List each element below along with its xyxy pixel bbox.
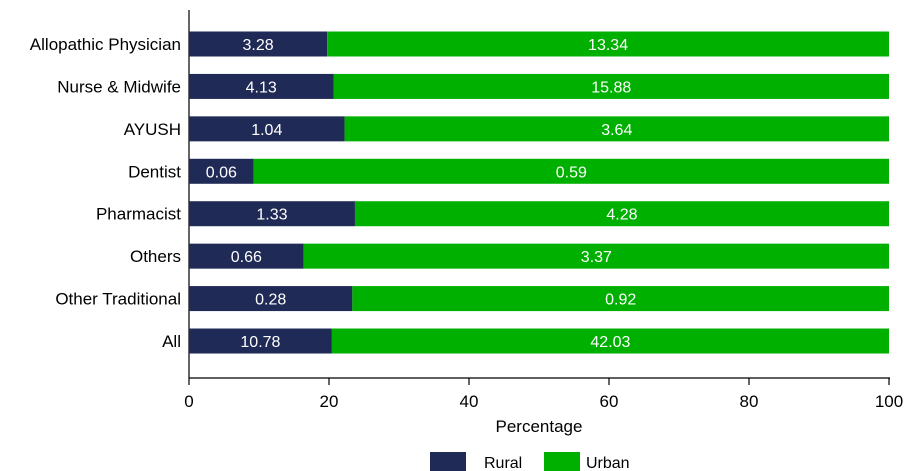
bar-urban bbox=[354, 201, 890, 227]
bar-rural bbox=[189, 31, 328, 57]
x-axis-title: Percentage bbox=[496, 417, 583, 436]
bar-urban bbox=[344, 116, 889, 142]
category-labels: Allopathic Physician Nurse & Midwife AYUSH… bbox=[30, 35, 181, 351]
bar-urban bbox=[253, 158, 890, 184]
bar-urban bbox=[331, 328, 889, 354]
category-label: All bbox=[162, 332, 181, 351]
bar-label-urban: 15.88 bbox=[591, 79, 631, 96]
bar-rural bbox=[189, 201, 355, 227]
x-tick-label: 80 bbox=[740, 392, 759, 411]
x-tick-label: 60 bbox=[600, 392, 619, 411]
bar-urban bbox=[303, 243, 889, 269]
bar-rural bbox=[189, 116, 345, 142]
bar-label-rural: 0.28 bbox=[255, 292, 286, 309]
legend-label: Urban bbox=[586, 455, 630, 471]
bar-label-rural: 0.66 bbox=[231, 249, 262, 266]
x-tick-label: 0 bbox=[184, 392, 193, 411]
bar-urban bbox=[327, 31, 889, 57]
bar-rural bbox=[189, 286, 353, 312]
bar-label-rural: 4.13 bbox=[246, 79, 277, 96]
bar-label-rural: 1.33 bbox=[256, 207, 287, 224]
x-tick-label: 20 bbox=[320, 392, 339, 411]
bar-label-urban: 0.92 bbox=[605, 292, 636, 309]
x-tick-label: 40 bbox=[460, 392, 479, 411]
bars-group: 3.28 13.34 4.13 15.88 1.04 3.64 0.06 0.59 1.33 4.… bbox=[189, 31, 890, 354]
x-axis-ticks: 0 20 40 60 80 100 bbox=[184, 378, 903, 411]
bar-label-rural: 10.78 bbox=[240, 334, 280, 351]
category-label: Dentist bbox=[128, 162, 181, 181]
bar-label-urban: 42.03 bbox=[590, 334, 630, 351]
bar-urban bbox=[333, 73, 889, 99]
bar-label-rural: 1.04 bbox=[251, 122, 282, 139]
category-label: Others bbox=[130, 247, 181, 266]
category-label: Allopathic Physician bbox=[30, 35, 181, 54]
category-label: AYUSH bbox=[124, 120, 181, 139]
bar-label-urban: 3.37 bbox=[581, 249, 612, 266]
category-label: Other Traditional bbox=[55, 290, 181, 309]
bar-label-urban: 13.34 bbox=[588, 37, 628, 54]
bar-label-urban: 4.28 bbox=[606, 207, 637, 224]
bar-rural bbox=[189, 158, 254, 184]
legend-swatch bbox=[544, 452, 580, 471]
category-label: Nurse & Midwife bbox=[57, 77, 181, 96]
legend-swatch bbox=[430, 452, 466, 471]
bar-label-rural: 3.28 bbox=[243, 37, 274, 54]
category-label: Pharmacist bbox=[96, 205, 181, 224]
bar-label-urban: 3.64 bbox=[601, 122, 632, 139]
bar-rural bbox=[189, 73, 334, 99]
legend-label: Rural bbox=[484, 455, 522, 471]
bar-rural bbox=[189, 328, 332, 354]
x-tick-label: 100 bbox=[875, 392, 903, 411]
bar-rural bbox=[189, 243, 304, 269]
bar-label-urban: 0.59 bbox=[556, 164, 587, 181]
legend: Rural Urban bbox=[430, 452, 630, 471]
bar-urban bbox=[352, 286, 889, 312]
bar-label-rural: 0.06 bbox=[206, 164, 237, 181]
